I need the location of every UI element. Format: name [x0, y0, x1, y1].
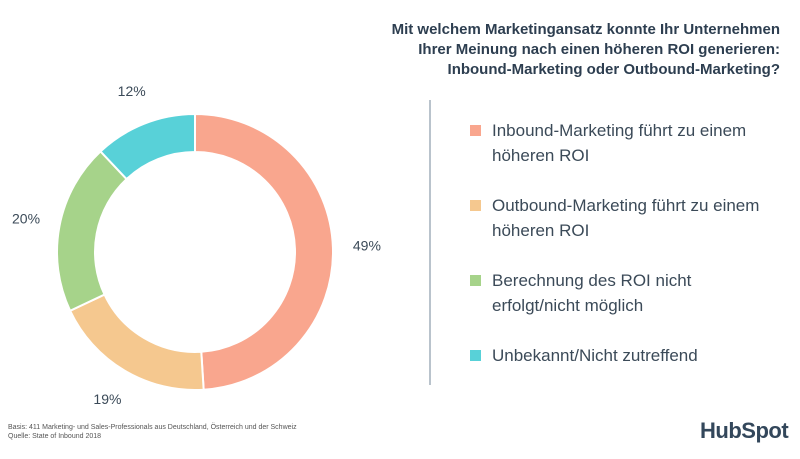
chart-title: Mit welchem Marketingansatz konnte Ihr U… — [392, 20, 780, 80]
title-line: Ihrer Meinung nach einen höheren ROI gen… — [418, 41, 780, 58]
legend-label: Outbound-Marketing führt zu einem höhere… — [492, 196, 760, 240]
legend-label: Berechnung des ROI nicht erfolgt/nicht m… — [492, 271, 692, 315]
footnote-line: Basis: 411 Marketing- und Sales-Professi… — [8, 424, 297, 431]
legend-item: Berechnung des ROI nicht erfolgt/nicht m… — [470, 268, 780, 343]
legend-swatch — [470, 200, 481, 211]
donut-slice — [99, 112, 196, 181]
footnote: Basis: 411 Marketing- und Sales-Professi… — [8, 423, 297, 441]
legend-item: Outbound-Marketing führt zu einem höhere… — [470, 193, 780, 268]
data-label: 19% — [93, 391, 121, 407]
donut-slice — [68, 293, 205, 391]
legend-swatch — [470, 125, 481, 136]
legend-item: Inbound-Marketing führt zu einem höheren… — [470, 118, 780, 193]
legend-swatch — [470, 275, 481, 286]
data-label: 20% — [12, 210, 40, 226]
legend-swatch — [470, 350, 481, 361]
legend-label: Inbound-Marketing führt zu einem höheren… — [492, 121, 747, 165]
logo: HubSpot — [700, 418, 789, 443]
data-label: 12% — [118, 83, 146, 99]
data-label: 49% — [353, 237, 381, 253]
title-line: Mit welchem Marketingansatz konnte Ihr U… — [391, 21, 780, 38]
title-line: Inbound-Marketing oder Outbound-Marketin… — [447, 61, 780, 78]
legend: Inbound-Marketing führt zu einem höheren… — [470, 118, 780, 418]
footnote-line: Quelle: State of Inbound 2018 — [8, 433, 102, 440]
legend-label: Unbekannt/Nicht zutreffend — [492, 346, 698, 365]
legend-item: Unbekannt/Nicht zutreffend — [470, 343, 780, 418]
donut-slice — [56, 149, 128, 313]
donut-slice — [194, 112, 334, 391]
